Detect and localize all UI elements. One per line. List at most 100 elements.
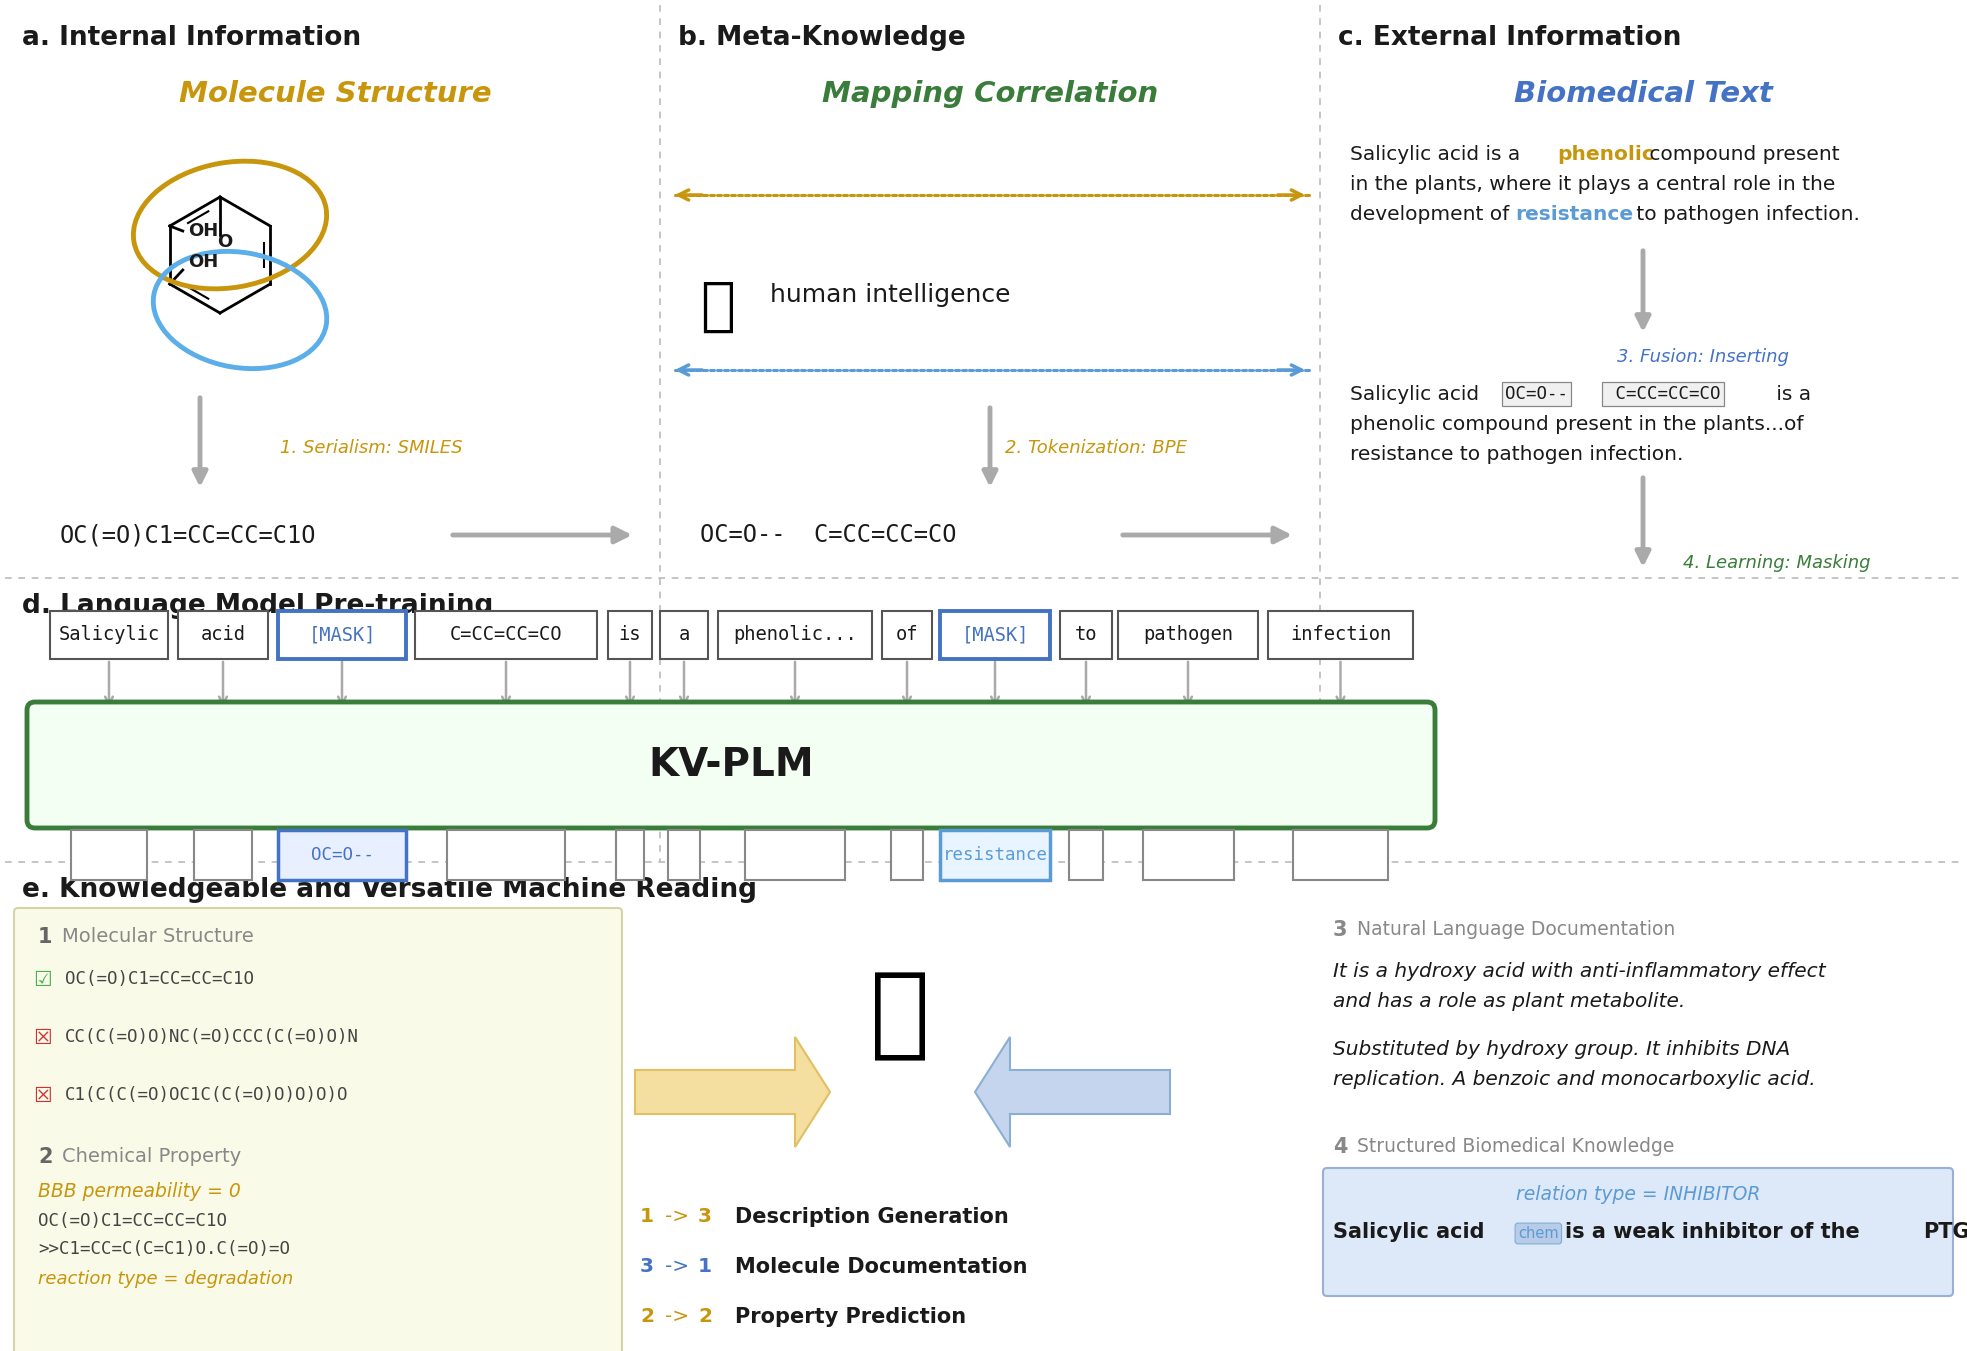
FancyBboxPatch shape [28,703,1436,828]
Text: BBB permeability = 0: BBB permeability = 0 [37,1182,240,1201]
Text: resistance: resistance [942,846,1048,865]
Text: d. Language Model Pre-training: d. Language Model Pre-training [22,593,494,619]
Text: a. Internal Information: a. Internal Information [22,26,362,51]
Text: b. Meta-Knowledge: b. Meta-Knowledge [679,26,966,51]
Text: ->: -> [665,1256,688,1275]
FancyBboxPatch shape [71,830,148,880]
Text: 3: 3 [639,1256,653,1275]
FancyBboxPatch shape [718,611,871,659]
Text: Salicylic acid is a: Salicylic acid is a [1349,145,1526,163]
Text: is a: is a [1770,385,1812,404]
Text: Salicylic acid: Salicylic acid [1334,1223,1485,1242]
FancyBboxPatch shape [49,611,167,659]
Text: 1: 1 [639,1206,653,1225]
Text: C1(C(C(=O)OC1C(C(=O)O)O)O)O: C1(C(C(=O)OC1C(C(=O)O)O)O)O [65,1086,348,1104]
Text: phenolic: phenolic [1558,145,1654,163]
Text: reaction type = degradation: reaction type = degradation [37,1270,293,1288]
Text: phenolic compound present in the plants...of: phenolic compound present in the plants.… [1349,415,1804,434]
Text: OC=O--: OC=O-- [311,846,374,865]
FancyBboxPatch shape [745,830,846,880]
Text: ☑: ☑ [33,970,51,990]
Text: resistance: resistance [1515,205,1633,224]
Text: Molecular Structure: Molecular Structure [63,927,254,946]
Text: It is a hydroxy acid with anti-inflammatory effect: It is a hydroxy acid with anti-inflammat… [1334,962,1825,981]
FancyBboxPatch shape [1143,830,1233,880]
Text: e. Knowledgeable and Versatile Machine Reading: e. Knowledgeable and Versatile Machine R… [22,877,757,902]
FancyBboxPatch shape [14,908,622,1351]
FancyBboxPatch shape [891,830,923,880]
Text: [MASK]: [MASK] [962,626,1029,644]
Text: is a weak inhibitor of the: is a weak inhibitor of the [1566,1223,1859,1242]
Text: Biomedical Text: Biomedical Text [1515,80,1772,108]
Text: Natural Language Documentation: Natural Language Documentation [1357,920,1676,939]
Text: 🤖: 🤖 [869,967,930,1065]
Text: [MASK]: [MASK] [309,626,376,644]
Text: infection: infection [1290,626,1391,644]
FancyBboxPatch shape [661,611,708,659]
Polygon shape [976,1038,1170,1147]
Text: Molecule Documentation: Molecule Documentation [736,1256,1027,1277]
Text: 🧠: 🧠 [700,278,736,335]
Text: 2: 2 [639,1306,653,1325]
Text: OC(=O)C1=CC=CC=C1O: OC(=O)C1=CC=CC=C1O [61,523,317,547]
Text: 2. Tokenization: BPE: 2. Tokenization: BPE [1005,439,1186,457]
Text: Structured Biomedical Knowledge: Structured Biomedical Knowledge [1357,1138,1674,1156]
FancyBboxPatch shape [1070,830,1103,880]
Text: C=CC=CC=CO: C=CC=CC=CO [1605,385,1721,403]
FancyBboxPatch shape [669,830,700,880]
FancyBboxPatch shape [415,611,598,659]
Text: 1. Serialism: SMILES: 1. Serialism: SMILES [279,439,462,457]
Text: OH: OH [187,222,218,240]
Polygon shape [635,1038,830,1147]
Text: compound present: compound present [1642,145,1839,163]
Text: C=CC=CC=CO: C=CC=CC=CO [450,626,563,644]
FancyBboxPatch shape [1117,611,1259,659]
Text: relation type = INHIBITOR: relation type = INHIBITOR [1517,1185,1760,1204]
Text: of: of [895,626,919,644]
FancyBboxPatch shape [940,830,1050,880]
Text: OC(=O)C1=CC=CC=C1O: OC(=O)C1=CC=CC=C1O [65,970,254,988]
Text: 1: 1 [37,927,53,947]
Text: in the plants, where it plays a central role in the: in the plants, where it plays a central … [1349,176,1835,195]
Text: ->: -> [665,1306,688,1325]
Text: 1: 1 [698,1256,712,1275]
Text: to: to [1074,626,1098,644]
FancyBboxPatch shape [277,611,405,659]
Text: acid: acid [201,626,246,644]
Text: Salicylic acid: Salicylic acid [1349,385,1479,404]
Text: 4. Learning: Masking: 4. Learning: Masking [1682,554,1871,571]
Text: CC(C(=O)O)NC(=O)CCC(C(=O)O)N: CC(C(=O)O)NC(=O)CCC(C(=O)O)N [65,1028,360,1046]
FancyBboxPatch shape [447,830,565,880]
FancyBboxPatch shape [1060,611,1111,659]
Text: OH: OH [187,253,218,272]
Text: 3: 3 [1334,920,1347,940]
Text: c. External Information: c. External Information [1338,26,1682,51]
Text: ☒: ☒ [33,1028,51,1048]
Text: phenolic...: phenolic... [734,626,858,644]
Text: replication. A benzoic and monocarboxylic acid.: replication. A benzoic and monocarboxyli… [1334,1070,1816,1089]
Text: PTGS2: PTGS2 [1924,1223,1967,1242]
Text: development of: development of [1349,205,1517,224]
FancyBboxPatch shape [195,830,252,880]
Text: human intelligence: human intelligence [769,282,1011,307]
Text: O: O [218,232,232,251]
Text: Chemical Property: Chemical Property [63,1147,242,1166]
Text: OC(=O)C1=CC=CC=C1O: OC(=O)C1=CC=CC=C1O [37,1212,226,1229]
FancyBboxPatch shape [608,611,651,659]
FancyBboxPatch shape [1324,1169,1953,1296]
Text: KV-PLM: KV-PLM [649,746,814,784]
FancyBboxPatch shape [277,830,405,880]
Text: 2: 2 [698,1306,712,1325]
Text: OC=O--  C=CC=CC=CO: OC=O-- C=CC=CC=CO [700,523,956,547]
FancyBboxPatch shape [940,611,1050,659]
Text: to pathogen infection.: to pathogen infection. [1631,205,1861,224]
Text: Mapping Correlation: Mapping Correlation [822,80,1159,108]
Text: Molecule Structure: Molecule Structure [179,80,492,108]
Text: 4: 4 [1334,1138,1347,1156]
Text: 3: 3 [698,1206,712,1225]
Text: >>C1=CC=C(C=C1)O.C(=O)=O: >>C1=CC=C(C=C1)O.C(=O)=O [37,1240,289,1258]
FancyBboxPatch shape [616,830,645,880]
FancyBboxPatch shape [881,611,932,659]
Text: Substituted by hydroxy group. It inhibits DNA: Substituted by hydroxy group. It inhibit… [1334,1040,1790,1059]
Text: is: is [620,626,641,644]
